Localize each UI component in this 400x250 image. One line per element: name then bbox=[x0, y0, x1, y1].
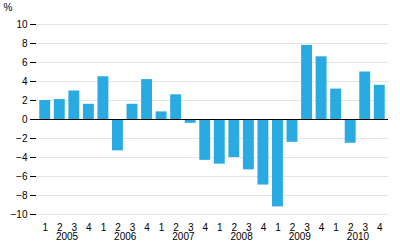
svg-text:−6: −6 bbox=[16, 171, 28, 182]
svg-text:4: 4 bbox=[86, 222, 92, 233]
svg-text:0: 0 bbox=[22, 114, 28, 125]
svg-text:1: 1 bbox=[42, 222, 48, 233]
svg-text:2: 2 bbox=[173, 221, 179, 233]
svg-text:4: 4 bbox=[319, 222, 325, 233]
svg-text:−10: −10 bbox=[11, 209, 28, 220]
svg-text:4: 4 bbox=[22, 76, 28, 87]
svg-text:8: 8 bbox=[22, 38, 28, 49]
svg-text:1: 1 bbox=[217, 222, 223, 233]
svg-text:6: 6 bbox=[22, 57, 28, 68]
svg-text:2006: 2006 bbox=[114, 231, 137, 242]
svg-text:2: 2 bbox=[57, 221, 63, 233]
svg-text:3: 3 bbox=[246, 221, 252, 233]
svg-text:4: 4 bbox=[377, 222, 383, 233]
svg-text:2: 2 bbox=[347, 221, 354, 233]
svg-text:2008: 2008 bbox=[230, 231, 253, 242]
svg-text:2: 2 bbox=[115, 221, 121, 233]
svg-text:1: 1 bbox=[275, 222, 281, 233]
svg-text:2: 2 bbox=[22, 95, 28, 106]
svg-text:2: 2 bbox=[231, 221, 238, 233]
svg-text:3: 3 bbox=[362, 221, 368, 233]
svg-text:−8: −8 bbox=[16, 190, 28, 201]
svg-text:4: 4 bbox=[261, 222, 267, 233]
svg-text:−4: −4 bbox=[16, 152, 28, 163]
svg-text:10: 10 bbox=[16, 19, 28, 30]
svg-text:3: 3 bbox=[71, 221, 78, 233]
svg-text:2010: 2010 bbox=[347, 231, 370, 242]
svg-text:1: 1 bbox=[101, 222, 107, 233]
svg-text:4: 4 bbox=[144, 222, 150, 233]
svg-text:4: 4 bbox=[202, 222, 208, 233]
svg-text:1: 1 bbox=[333, 222, 339, 233]
svg-text:−2: −2 bbox=[16, 133, 28, 144]
svg-text:2: 2 bbox=[289, 221, 296, 233]
svg-text:3: 3 bbox=[187, 221, 194, 233]
svg-text:1: 1 bbox=[159, 222, 165, 233]
svg-text:2005: 2005 bbox=[56, 231, 79, 242]
svg-text:3: 3 bbox=[304, 221, 310, 233]
svg-text:2007: 2007 bbox=[172, 231, 195, 242]
svg-text:2009: 2009 bbox=[289, 231, 312, 242]
svg-text:3: 3 bbox=[129, 221, 136, 233]
svg-text:%: % bbox=[4, 2, 13, 13]
